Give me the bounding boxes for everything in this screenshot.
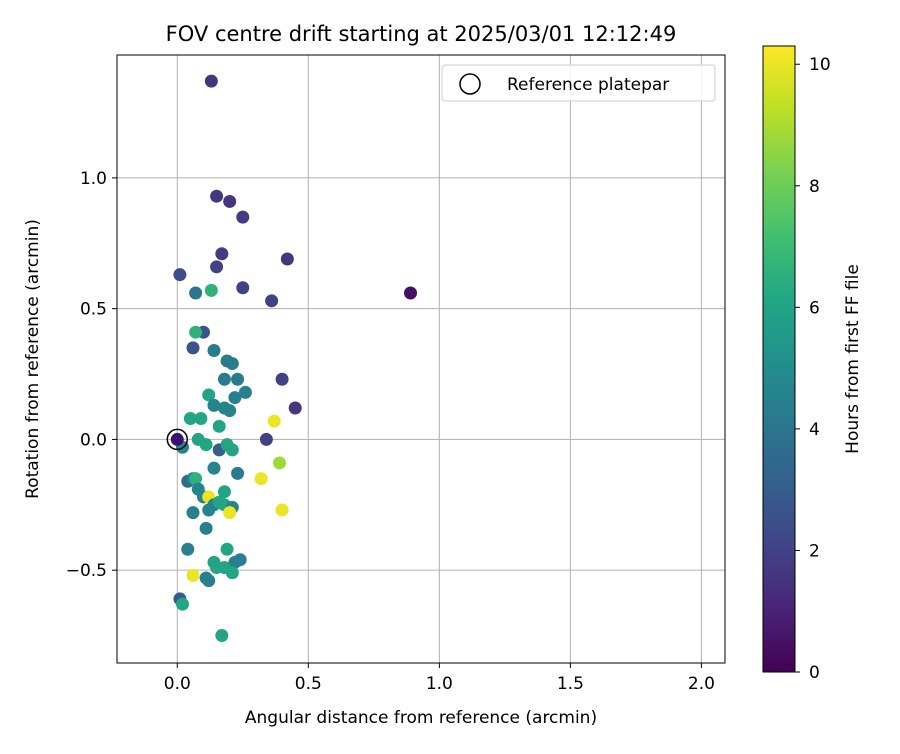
data-point <box>186 506 200 520</box>
legend-box <box>441 64 716 102</box>
colorbar-tick-label: 6 <box>809 298 820 318</box>
plot-frame <box>116 54 726 664</box>
data-point <box>265 294 279 308</box>
y-tick-label: 0.0 <box>80 430 107 450</box>
data-point <box>189 325 203 339</box>
x-tick-label: 1.0 <box>426 674 453 694</box>
data-point <box>238 385 252 399</box>
data-point <box>272 456 286 470</box>
data-point <box>225 566 239 580</box>
data-point <box>199 438 213 452</box>
data-point <box>223 404 237 418</box>
data-point <box>181 542 195 556</box>
data-point <box>404 286 418 300</box>
data-point <box>288 401 302 415</box>
y-tick-label: −0.5 <box>66 561 107 581</box>
data-point <box>228 555 242 569</box>
data-point <box>183 411 197 425</box>
data-points <box>166 74 418 643</box>
colorbar-ticks: 0 2 4 6 8 10 <box>795 55 831 683</box>
legend: Reference platepar <box>441 64 716 102</box>
data-point <box>215 629 229 643</box>
data-point <box>207 461 221 475</box>
data-point <box>228 391 242 405</box>
data-point <box>223 194 237 208</box>
reference-marker <box>166 428 189 451</box>
data-point <box>189 472 203 486</box>
data-point <box>231 466 245 480</box>
data-point <box>189 286 203 300</box>
data-point <box>275 372 289 386</box>
data-point <box>173 268 187 282</box>
colorbar-tick-label: 4 <box>809 420 820 440</box>
y-axis-ticks: −0.5 0.0 0.5 1.0 <box>66 169 117 581</box>
data-point <box>220 542 234 556</box>
data-point <box>254 472 268 486</box>
colorbar-tick-label: 0 <box>809 663 820 683</box>
y-axis-label: Rotation from reference (arcmin) <box>23 219 43 499</box>
x-axis-label: Angular distance from reference (arcmin) <box>245 708 597 728</box>
data-point <box>215 247 229 261</box>
data-point <box>217 372 231 386</box>
data-point <box>236 210 250 224</box>
x-axis-ticks: 0.0 0.5 1.0 1.5 2.0 <box>164 663 715 694</box>
x-tick-label: 2.0 <box>688 674 715 694</box>
colorbar-tick-label: 2 <box>809 541 820 561</box>
y-tick-label: 0.5 <box>80 300 107 320</box>
data-point <box>280 252 294 266</box>
y-tick-label: 1.0 <box>80 169 107 189</box>
data-point <box>267 414 281 428</box>
data-point <box>202 388 216 402</box>
data-point <box>212 419 226 433</box>
data-point <box>210 260 224 274</box>
data-point <box>207 398 221 412</box>
chart-title: FOV centre drift starting at 2025/03/01 … <box>166 22 677 46</box>
colorbar-tick-label: 8 <box>809 177 820 197</box>
data-point <box>259 432 273 446</box>
x-tick-label: 0.0 <box>164 674 191 694</box>
data-point <box>210 189 224 203</box>
data-point <box>199 521 213 535</box>
data-point <box>202 574 216 588</box>
legend-marker-icon <box>459 73 481 95</box>
data-point <box>231 372 245 386</box>
colorbar-tick-label: 10 <box>809 55 831 75</box>
legend-entry-reference: Reference platepar <box>507 75 669 95</box>
data-point <box>275 503 289 517</box>
data-point <box>217 485 231 499</box>
data-point <box>236 281 250 295</box>
x-tick-label: 0.5 <box>295 674 322 694</box>
data-point <box>225 357 239 371</box>
data-point <box>204 74 218 88</box>
data-point <box>176 597 190 611</box>
data-point <box>186 568 200 582</box>
data-point <box>223 506 237 520</box>
data-point <box>204 283 218 297</box>
x-tick-label: 1.5 <box>557 674 584 694</box>
data-point <box>225 443 239 457</box>
grid <box>117 55 725 663</box>
reference-point <box>170 432 184 446</box>
colorbar-gradient <box>762 45 796 673</box>
data-point <box>194 411 208 425</box>
data-point <box>207 344 221 358</box>
data-point <box>202 503 216 517</box>
colorbar-label: Hours from first FF file <box>843 264 863 454</box>
colorbar: 0 2 4 6 8 10 Hours from first FF file <box>762 45 863 683</box>
data-point <box>186 341 200 355</box>
